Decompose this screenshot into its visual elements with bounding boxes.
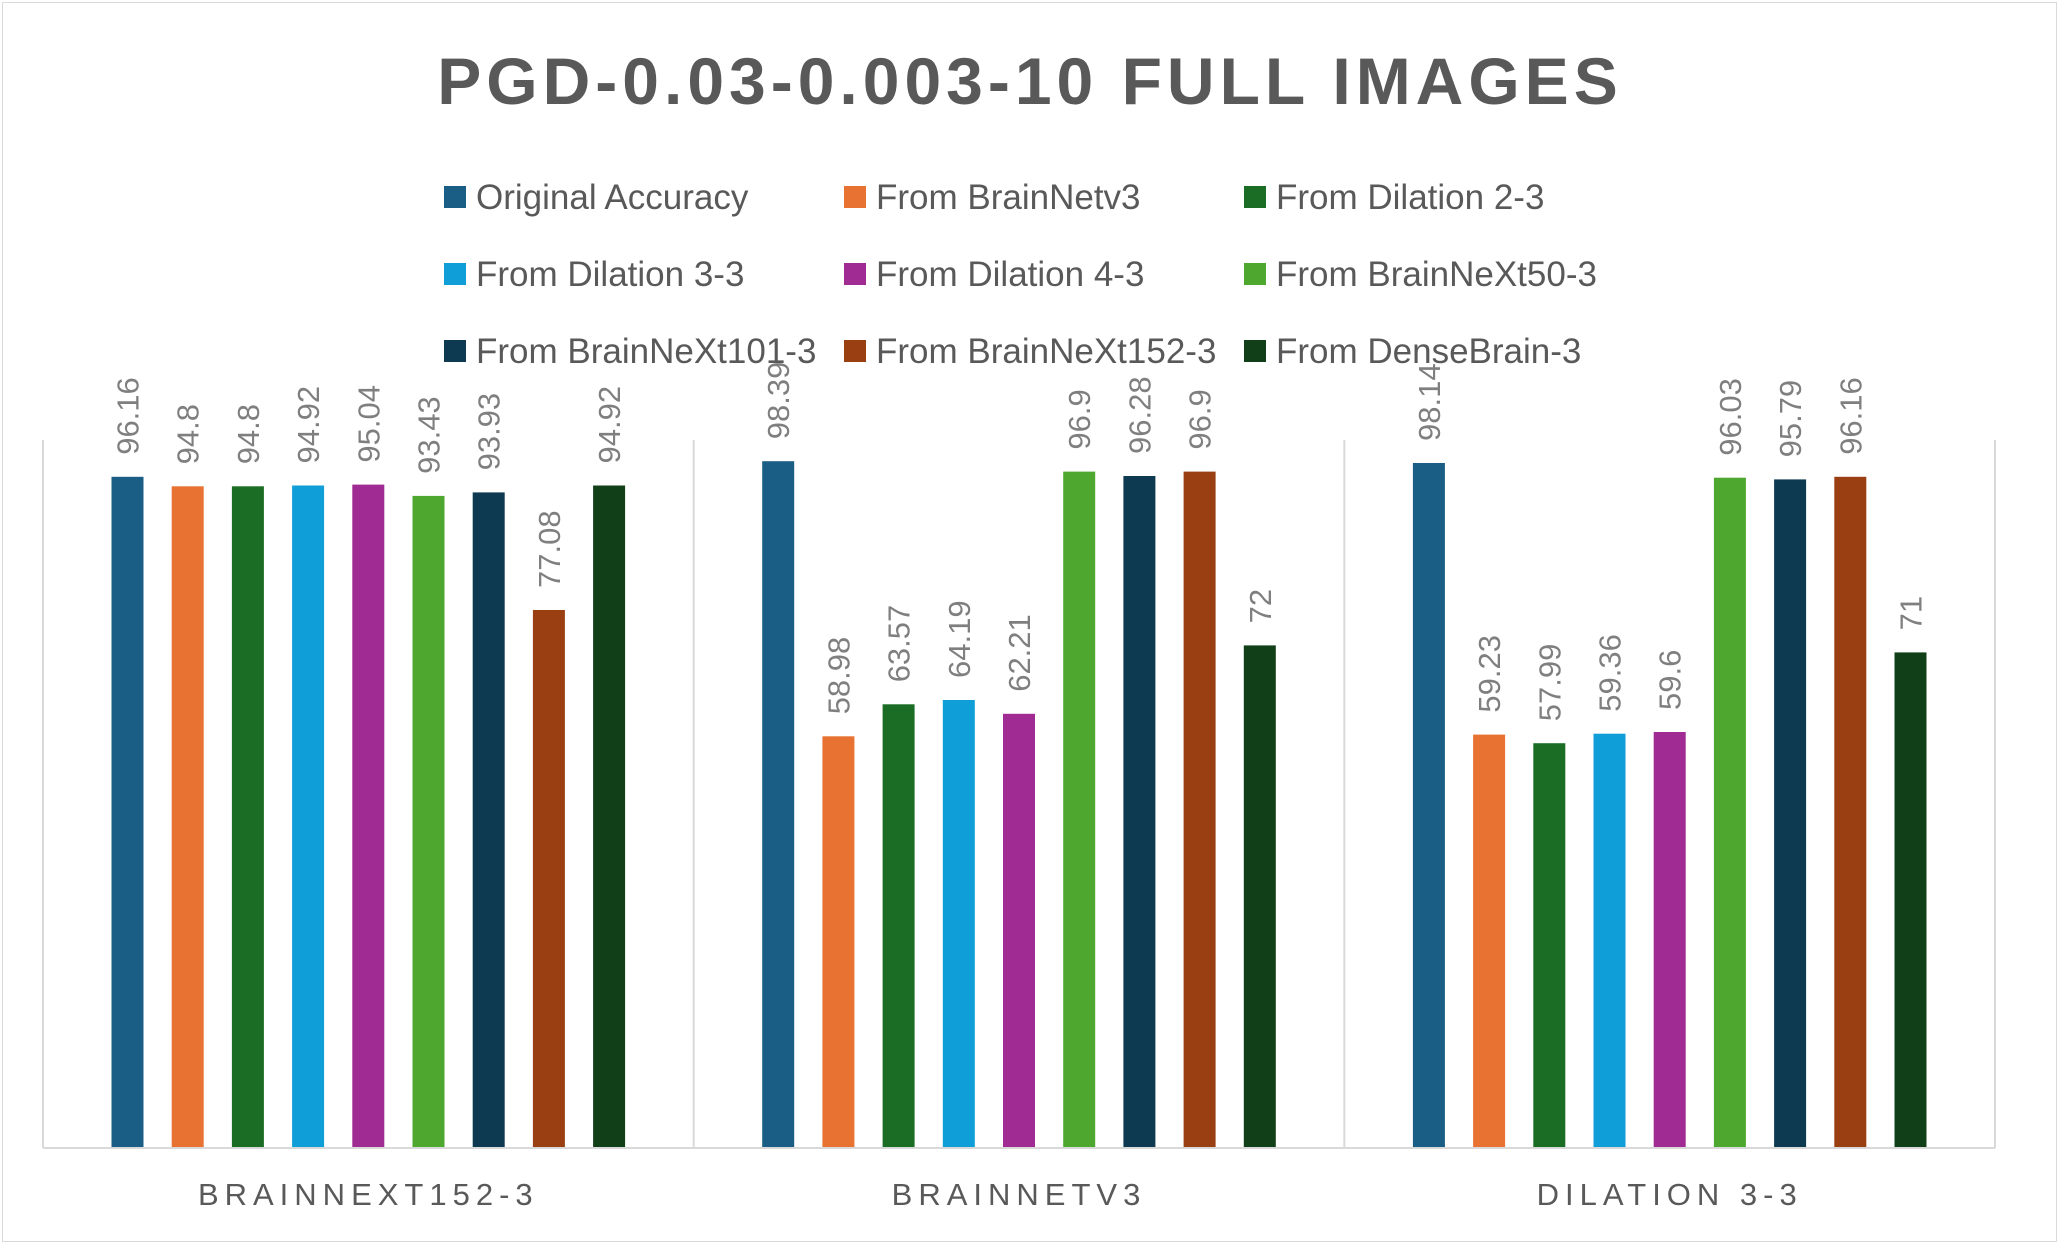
data-label: 94.92 [291,386,326,464]
bar-from-densebrain-3-dilation-3-3 [1894,652,1927,1148]
data-label: 58.98 [821,637,856,715]
data-label: 96.03 [1713,378,1748,456]
data-label: 57.99 [1532,644,1567,722]
bar-from-brainnext152-3-dilation-3-3 [1834,476,1867,1148]
data-label: 93.43 [412,396,447,474]
legend-label-original-accuracy: Original Accuracy [476,178,749,217]
legend-label-from-densebrain-3: From DenseBrain-3 [1276,332,1581,371]
bar-from-brainnetv3-brainnext152-3 [171,486,204,1148]
category-label-dilation-3-3: DILATION 3-3 [1537,1177,1803,1212]
legend-label-from-brainnext152-3: From BrainNeXt152-3 [876,332,1216,371]
legend-swatch-from-brainnext101-3 [444,340,466,362]
bar-from-brainnext152-3-brainnetv3 [1183,471,1216,1149]
data-label: 95.79 [1773,380,1808,458]
data-label: 63.57 [882,605,917,683]
bar-from-dilation-3-3-brainnetv3 [942,700,975,1148]
bar-from-brainnetv3-dilation-3-3 [1473,734,1506,1148]
data-label: 95.04 [351,385,386,463]
data-label: 77.08 [532,510,567,588]
legend-label-from-brainnext101-3: From BrainNeXt101-3 [476,332,816,371]
legend-label-from-dilation-2-3: From Dilation 2-3 [1276,178,1544,217]
legend-label-from-brainnext50-3: From BrainNeXt50-3 [1276,255,1597,294]
data-label: 96.9 [1062,389,1097,449]
legend-label-from-dilation-4-3: From Dilation 4-3 [876,255,1144,294]
bar-original-accuracy-brainnext152-3 [111,476,144,1148]
bar-from-dilation-3-3-dilation-3-3 [1593,733,1626,1148]
legend-swatch-from-densebrain-3 [1244,340,1266,362]
legend-swatch-from-brainnext50-3 [1244,263,1266,285]
data-label: 59.6 [1653,650,1688,710]
legend-swatch-from-brainnext152-3 [844,340,866,362]
bar-from-dilation-4-3-brainnetv3 [1003,713,1035,1148]
bar-from-brainnext152-3-brainnext152-3 [532,610,565,1148]
bar-from-brainnext101-3-brainnetv3 [1123,476,1156,1148]
category-label-brainnetv3: BRAINNETV3 [892,1177,1147,1212]
bar-from-brainnetv3-brainnetv3 [822,736,855,1148]
data-label: 96.16 [111,377,146,455]
data-label: 96.28 [1122,376,1157,454]
bar-from-brainnext101-3-dilation-3-3 [1774,479,1807,1148]
bar-from-brainnext50-3-dilation-3-3 [1713,477,1746,1148]
bar-from-dilation-3-3-brainnext152-3 [292,485,325,1148]
data-label: 96.16 [1833,377,1868,455]
legend-label-from-brainnetv3: From BrainNetv3 [876,178,1141,217]
legend-swatch-from-dilation-2-3 [1244,186,1266,208]
data-label: 59.23 [1472,635,1507,713]
chart-title: PGD-0.03-0.003-10 FULL IMAGES [437,44,1622,118]
bar-from-dilation-2-3-brainnext152-3 [231,486,264,1148]
data-label: 71 [1894,596,1929,630]
bar-from-dilation-2-3-dilation-3-3 [1533,743,1566,1148]
bar-from-brainnext50-3-brainnetv3 [1063,471,1096,1149]
data-label: 62.21 [1002,614,1037,692]
legend-swatch-from-dilation-4-3 [844,263,866,285]
bar-from-densebrain-3-brainnetv3 [1243,645,1276,1148]
bar-from-brainnext101-3-brainnext152-3 [472,492,505,1148]
bar-from-densebrain-3-brainnext152-3 [593,485,626,1148]
data-label: 96.9 [1183,389,1218,449]
category-label-brainnext152-3: BRAINNEXT152-3 [198,1177,539,1212]
bar-original-accuracy-brainnetv3 [762,461,795,1148]
legend: Original Accuracy From BrainNetv3 From Dil… [444,178,1597,371]
data-label: 72 [1243,589,1278,623]
legend-swatch-from-brainnetv3 [844,186,866,208]
data-label: 94.8 [171,404,206,464]
bar-from-dilation-4-3-brainnext152-3 [352,484,385,1149]
bar-from-brainnext50-3-brainnext152-3 [412,495,445,1148]
data-label: 94.92 [592,386,627,464]
bar-from-dilation-4-3-dilation-3-3 [1653,732,1686,1148]
data-label: 59.36 [1593,634,1628,712]
legend-swatch-from-dilation-3-3 [444,263,466,285]
data-label: 93.93 [472,393,507,471]
data-label: 98.14 [1412,363,1447,441]
data-label: 94.8 [231,404,266,464]
bar-original-accuracy-dilation-3-3 [1412,463,1445,1148]
plot-area: 96.16 94.8 94.8 94.92 95.04 93.43 93.93 77.08 94… [42,362,1996,1212]
data-label: 64.19 [942,600,977,678]
legend-swatch-original-accuracy [444,186,466,208]
legend-label-from-dilation-3-3: From Dilation 3-3 [476,255,744,294]
data-label: 98.39 [761,362,796,440]
bar-from-dilation-2-3-brainnetv3 [882,704,915,1148]
